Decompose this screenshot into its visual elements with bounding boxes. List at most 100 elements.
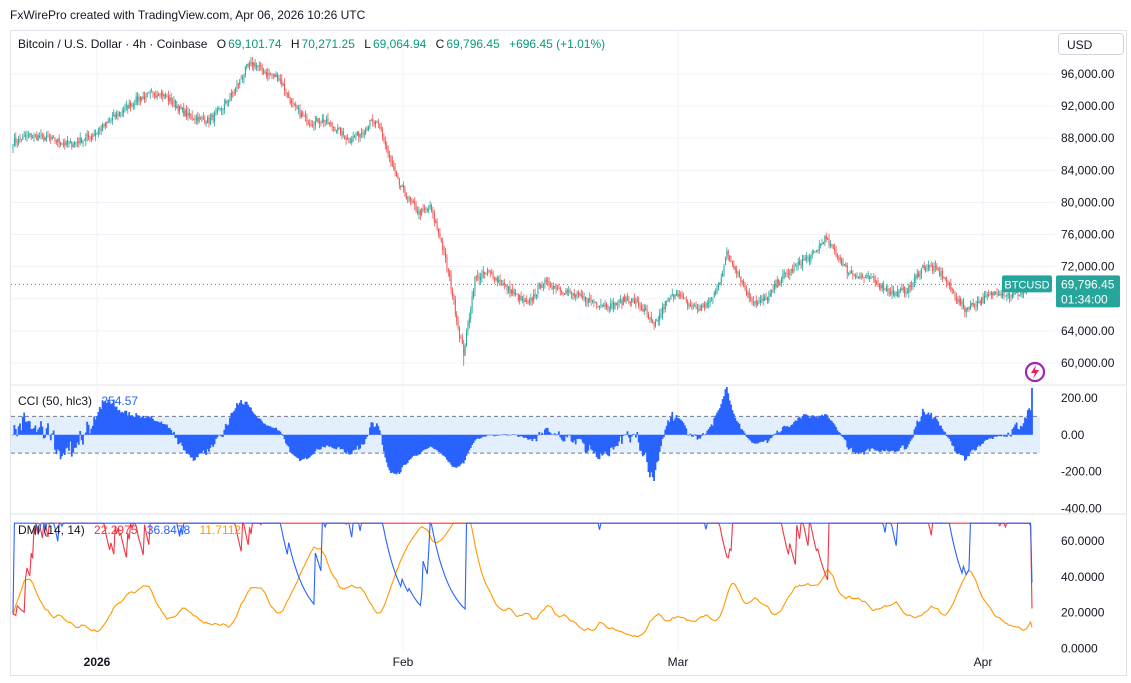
candle-body <box>498 280 500 282</box>
candle-body <box>870 277 872 279</box>
candle-body <box>67 139 69 144</box>
cci-bar <box>910 434 913 440</box>
candle-body <box>611 303 613 305</box>
candle-body <box>751 299 753 302</box>
candle-body <box>313 125 315 127</box>
cci-bar <box>979 434 982 447</box>
candle-body <box>600 304 602 306</box>
cci-bar <box>959 434 962 455</box>
cci-bar <box>667 420 669 435</box>
cci-bar <box>409 434 412 460</box>
candle-body <box>97 130 99 134</box>
cci-bar <box>557 431 560 435</box>
candle-body <box>1020 292 1022 295</box>
cci-bar <box>955 434 958 453</box>
cci-bar <box>14 429 17 435</box>
cci-bar <box>175 434 178 438</box>
cci-bar <box>527 434 529 440</box>
candle-body <box>117 113 119 116</box>
candle-body <box>362 132 364 135</box>
candle-body <box>330 122 332 123</box>
cci-bar <box>275 427 278 435</box>
cci-bar <box>982 434 984 444</box>
cci-bar <box>681 421 683 435</box>
cci-bar <box>157 421 160 435</box>
cci-bar <box>553 433 556 435</box>
candle-body <box>288 92 290 98</box>
candle-body <box>943 276 945 279</box>
candle-body <box>404 187 406 195</box>
candle-body <box>68 143 70 144</box>
cci-bar <box>881 434 884 451</box>
cci-bar <box>826 415 829 435</box>
cci-bar <box>264 423 266 435</box>
cci-bar <box>965 434 968 460</box>
candle-body <box>887 288 889 292</box>
cci-bar <box>829 420 832 435</box>
candle-body <box>925 268 927 271</box>
candle-body <box>440 238 442 242</box>
cci-bar <box>587 434 590 451</box>
cci-bar <box>612 434 615 450</box>
candle-body <box>548 281 550 287</box>
candle-body <box>128 102 130 109</box>
candle-body <box>86 134 88 137</box>
cci-bar <box>573 434 576 441</box>
candle-body <box>954 292 956 299</box>
cci-bar <box>450 434 453 465</box>
candle-body <box>839 257 841 261</box>
cci-bar <box>30 428 33 435</box>
candle-body <box>845 264 847 266</box>
cci-bar <box>676 417 679 435</box>
cci-bar <box>856 434 858 453</box>
price-axis-tick-label: 80,000.00 <box>1061 195 1115 209</box>
candle-body <box>622 296 624 306</box>
candle-body <box>769 293 771 296</box>
candle-body <box>284 83 286 91</box>
cci-bar <box>257 418 259 435</box>
cci-bar <box>917 422 920 435</box>
cci-bar <box>199 434 202 454</box>
candle-body <box>475 277 477 278</box>
cci-bar <box>892 434 895 451</box>
tradingview-logo-icon[interactable] <box>1021 360 1049 384</box>
cci-bar <box>721 399 724 435</box>
cci-bar <box>672 420 675 435</box>
candle-body <box>703 304 705 308</box>
cci-bar <box>609 434 612 448</box>
candle-body <box>390 156 392 162</box>
candle-body <box>999 294 1001 296</box>
cci-bar <box>585 434 588 453</box>
cci-bar <box>167 427 170 435</box>
candle-body <box>827 238 829 240</box>
cci-bar <box>745 434 748 437</box>
cci-bar <box>413 434 416 456</box>
candle-body <box>137 96 139 102</box>
currency-button[interactable]: USD <box>1058 33 1124 55</box>
cci-bar <box>802 414 805 435</box>
cci-bar <box>625 434 627 435</box>
cci-bar <box>972 434 975 450</box>
candle-body <box>37 135 39 141</box>
candle-body <box>643 308 645 312</box>
candle-body <box>247 64 249 66</box>
candle-body <box>953 292 955 293</box>
cci-bar <box>63 434 66 455</box>
cci-bar <box>524 434 527 438</box>
candle-body <box>873 276 875 281</box>
candle-body <box>589 298 591 300</box>
candle-body <box>412 201 414 203</box>
cci-bar <box>286 434 289 446</box>
cci-bar <box>314 434 317 452</box>
close-label: C <box>435 37 445 51</box>
cci-bar <box>394 434 397 474</box>
cci-bar <box>906 434 909 448</box>
cci-bar <box>300 434 303 461</box>
candle-body <box>596 302 598 306</box>
cci-bar <box>815 416 818 435</box>
cci-bar <box>816 417 819 435</box>
cci-bar <box>502 434 504 435</box>
cci-bar <box>644 434 647 453</box>
candle-body <box>491 272 493 274</box>
